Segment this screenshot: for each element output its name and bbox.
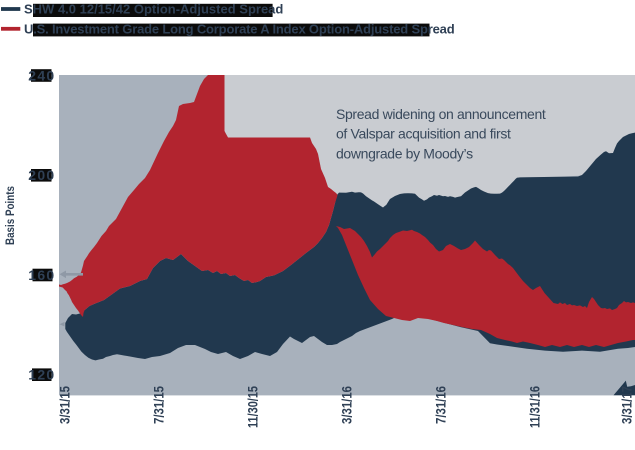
svg-text:of Valspar acquisition and fir: of Valspar acquisition and first <box>336 126 511 142</box>
svg-text:3/31/17: 3/31/17 <box>619 386 635 424</box>
svg-text:240: 240 <box>28 67 55 83</box>
svg-text:Basis Points: Basis Points <box>3 186 17 245</box>
svg-text:11/31/16: 11/31/16 <box>527 386 543 428</box>
svg-text:downgrade by Moody’s: downgrade by Moody’s <box>336 145 473 161</box>
svg-text:160: 160 <box>28 267 55 283</box>
svg-text:Spread widening on announcemen: Spread widening on announcement <box>336 106 546 122</box>
svg-text:7/31/16: 7/31/16 <box>433 386 449 424</box>
svg-text:SHW 4.0 12/15/42 Option-Adjust: SHW 4.0 12/15/42 Option-Adjusted Spread <box>24 2 283 17</box>
svg-text:3/31/16: 3/31/16 <box>339 386 355 424</box>
svg-text:120: 120 <box>28 367 55 383</box>
svg-text:7/31/15: 7/31/15 <box>151 386 167 424</box>
svg-text:U.S. Investment Grade Long Cor: U.S. Investment Grade Long Corporate A I… <box>24 22 455 37</box>
svg-text:3/31/15: 3/31/15 <box>57 386 73 424</box>
svg-text:11/30/15: 11/30/15 <box>245 386 261 428</box>
svg-text:200: 200 <box>28 167 55 183</box>
